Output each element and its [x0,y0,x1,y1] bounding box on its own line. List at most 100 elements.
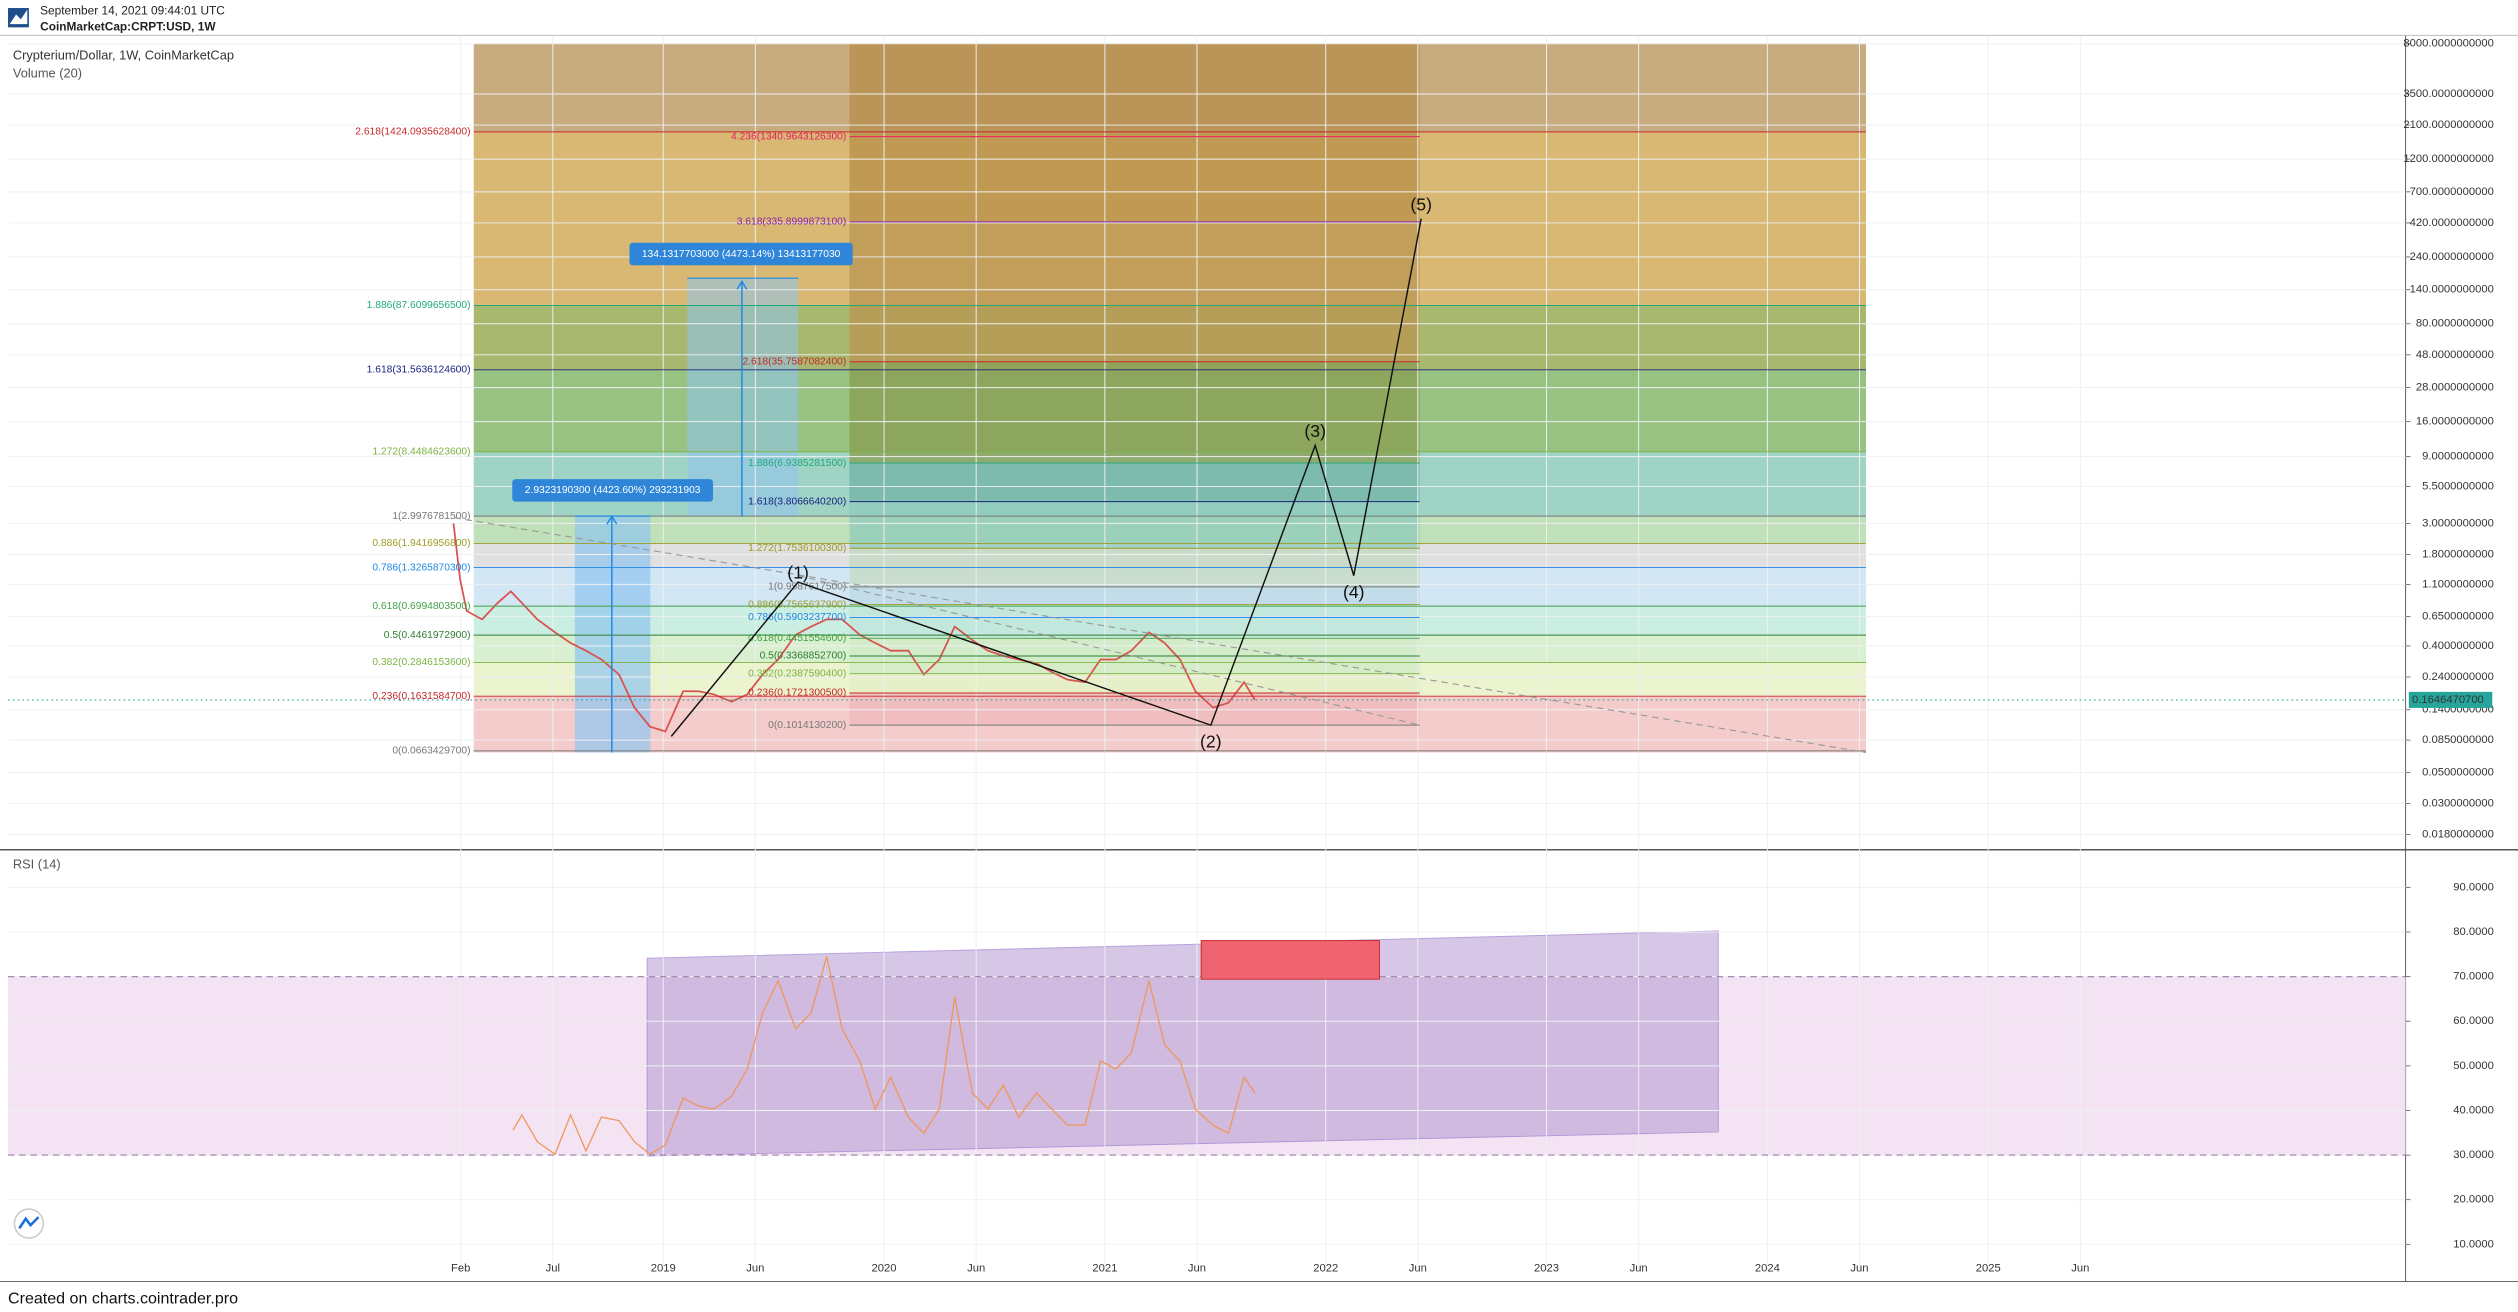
fib-label: 0.786(1.3265870300) [372,562,470,573]
y-tick-label: 700.0000000000 [2410,186,2494,198]
y-tick-label: 20.0000 [2453,1194,2494,1206]
fib-label: 1.618(31.5636124600) [367,365,471,376]
x-tick-label: 2025 [1976,1263,2001,1275]
x-tick-label: 2022 [1313,1263,1338,1275]
x-tick-label: Feb [451,1263,470,1275]
y-tick-label: 0.0850000000 [2422,734,2494,746]
fib-label: 4.236(1340.9643126300) [731,131,846,142]
rsi-channel [646,930,1719,1157]
fib-zone [849,136,1420,222]
fib-label: 0.618(0.6994803500) [372,601,470,612]
fib-label: 0(0.0663429700) [392,746,470,757]
price-axis-area [2405,35,2518,1271]
y-tick-label: 3500.0000000000 [2403,88,2494,100]
y-tick-label: 80.0000 [2453,926,2494,938]
fib-label: 1.618(3.8066640200) [748,496,846,507]
y-tick-label: 5.5000000000 [2422,481,2494,493]
trend-line [454,517,1867,754]
measure-area [687,278,799,517]
y-tick-label: 30.0000 [2453,1149,2494,1161]
fib-label: 0.786(0.5903237700) [748,612,846,623]
legend-main: Crypterium/Dollar, 1W, CoinMarketCap [13,48,234,63]
fib-label: 2.618(35.7587082400) [742,356,846,367]
fib-label: 0.236(0.1631584700) [372,691,470,702]
fib-label: 1.886(6.9385281500) [748,458,846,469]
rsi-line [512,956,1256,1156]
x-tick-label: Jun [1188,1263,1206,1275]
fib-label: 1(2.9976781500) [392,511,470,522]
y-tick-label: 80.0000000000 [2416,318,2494,330]
y-tick-label: 240.0000000000 [2410,251,2494,263]
y-tick-label: 1.8000000000 [2422,548,2494,560]
fib-zone [849,221,1420,362]
x-tick-label: 2019 [651,1263,676,1275]
wave-label: (5) [1410,194,1432,214]
fib-label: 0.886(0.7565637900) [748,599,846,610]
y-tick-label: 0.0500000000 [2422,766,2494,778]
annotation-layer: 2.618(1424.0935628400) 1.886(87.609965650… [355,127,1867,980]
fib-zone [849,463,1420,502]
y-tick-label: 48.0000000000 [2416,349,2494,361]
y-tick-label: 10.0000 [2453,1238,2494,1250]
fib-zone [849,43,1420,137]
trend-line [797,575,1420,726]
y-tick-label: 70.0000 [2453,971,2494,983]
y-tick-label: 140.0000000000 [2410,284,2494,296]
fib-zone [849,586,1420,605]
x-tick-label: Jun [1409,1263,1427,1275]
fib-label: 1.886(87.6099656500) [367,300,471,311]
x-tick-label: 2020 [872,1263,897,1275]
fib-zone [849,692,1420,726]
y-tick-label: 0.0300000000 [2422,797,2494,809]
fib-zone [849,673,1420,693]
y-tick-label: 2100.0000000000 [2403,119,2494,131]
fib-label: 0.5(0.3368852700) [760,651,847,662]
fib-label: 3.618(335.8999873100) [737,217,847,228]
fib-zone [849,361,1420,464]
fib-label: 0.886(1.9416956800) [372,538,470,549]
y-tick-label: 3.0000000000 [2422,517,2494,529]
fib-label: 0.382(0.2846153600) [372,657,470,668]
data-layer: 0.1646470700 [8,523,2493,1156]
x-tick-label: 2024 [1755,1263,1780,1275]
measure-area [574,516,651,753]
y-tick-label: 420.0000000000 [2410,217,2494,229]
x-tick-label: Jun [746,1263,764,1275]
fib-label: 2.618(1424.0935628400) [355,127,470,138]
x-tick-label: Jun [2071,1263,2089,1275]
rsi-zone [1200,940,1380,980]
y-tick-label: 90.0000 [2453,881,2494,893]
price-tag-label: 0.1646470700 [2412,694,2484,706]
x-tick-label: Jun [1850,1263,1868,1275]
y-tick-label: 1200.0000000000 [2403,153,2494,165]
fib-label: 0.618(0.4451554600) [748,633,846,644]
measure-arrowhead [736,279,748,290]
fib-zone [849,604,1420,639]
brand-icon [18,1216,40,1230]
fib-label: 1.272(8.4484623600) [372,447,470,458]
legend-volume: Volume (20) [13,65,82,80]
wave-label: (3) [1304,421,1326,441]
y-tick-label: 0.2400000000 [2422,671,2494,683]
symbol: CoinMarketCap:CRPT:USD, 1W [40,19,216,33]
timestamp: September 14, 2021 09:44:01 UTC [40,3,225,17]
y-tick-label: 28.0000000000 [2416,382,2494,394]
y-tick-label: 60.0000 [2453,1015,2494,1027]
y-tick-label: 8000.0000000000 [2403,38,2494,50]
measure-box [629,242,853,266]
measure-label: 134.1317703000 (4473.14%) 13413177030 [642,249,841,260]
fib-label: 0(0.1014130200) [768,720,846,731]
wave-label: (1) [787,563,809,583]
wave-label: (2) [1200,731,1222,751]
fib-zone [849,501,1420,549]
price-line [452,523,1256,733]
price-tag [2408,691,2493,708]
fib-label: 1.272(1.7536100300) [748,543,846,554]
fib-label: 1(0.9587617500) [768,582,846,593]
y-tick-label: 40.0000 [2453,1104,2494,1116]
x-tick-label: 2023 [1534,1263,1559,1275]
y-tick-label: 16.0000000000 [2416,416,2494,428]
x-tick-label: Jul [546,1263,560,1275]
y-tick-label: 1.1000000000 [2422,578,2494,590]
